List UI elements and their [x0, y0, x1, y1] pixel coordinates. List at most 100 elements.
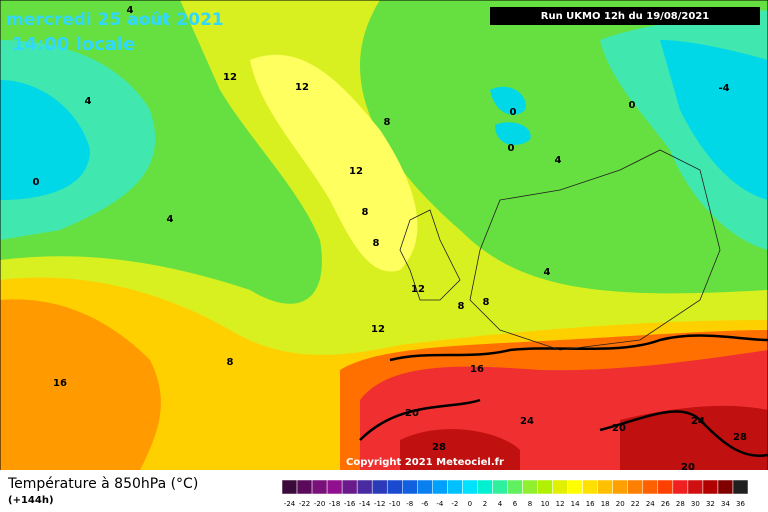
contour-labels: 4 12 12 4 8 0 0 0 -4 12 4 0 4 8 8 4 12 8 8 12 8 16 16 20 24 20 24 2… — [33, 5, 747, 473]
scale-label: 14 — [571, 500, 580, 508]
scale-swatch — [687, 479, 704, 495]
scale-label: -14 — [359, 500, 371, 508]
scale-label: -2 — [451, 500, 458, 508]
contour-label: 16 — [470, 364, 484, 375]
scale-label: -6 — [421, 500, 429, 508]
contour-label: 12 — [349, 166, 363, 177]
contour-label: 20 — [405, 408, 419, 419]
isotherm — [389, 334, 768, 362]
scale-label: -16 — [344, 500, 356, 508]
footer-lead: (+144h) — [8, 495, 54, 506]
contour-label: 4 — [127, 5, 134, 16]
scale-swatch — [567, 479, 583, 495]
contour-label: -4 — [718, 83, 729, 94]
scale-label: -24 — [284, 500, 296, 508]
scale-swatch — [447, 479, 463, 495]
cold-area — [660, 40, 768, 200]
contour-label: 12 — [371, 324, 385, 335]
scale-swatch — [492, 479, 508, 495]
map: Run UKMO 12h du 19/08/2021 mercredi 25 a… — [0, 0, 768, 470]
contour-label: 0 — [33, 177, 40, 188]
contour-label: 12 — [411, 284, 425, 295]
scale-swatch — [356, 479, 373, 495]
scale-label: -18 — [329, 500, 340, 508]
scale-swatch — [432, 479, 448, 495]
scale-label: 26 — [661, 500, 670, 508]
contour-label: 28 — [432, 442, 446, 453]
contour-label: 12 — [295, 82, 309, 93]
scale-label: 8 — [528, 500, 532, 508]
scale-label: -12 — [374, 500, 385, 508]
scale-label: 34 — [721, 500, 730, 508]
cold-area — [490, 86, 531, 145]
contour-label: 8 — [373, 238, 380, 249]
scale-swatch — [386, 479, 403, 495]
scale-label: -10 — [389, 500, 400, 508]
scale-label: 20 — [616, 500, 625, 508]
scale-swatch — [402, 479, 418, 495]
contour-label: 20 — [681, 462, 695, 473]
contour-label: 0 — [510, 107, 517, 118]
scale-swatch — [417, 479, 433, 495]
scale-label: -22 — [299, 500, 310, 508]
scale-swatch — [522, 479, 538, 495]
date-label: mercredi 25 août 2021 — [6, 10, 224, 30]
scale-swatch — [582, 479, 598, 495]
contour-label: 8 — [362, 207, 369, 218]
hot-area — [400, 405, 768, 470]
scale-label: 0 — [468, 500, 472, 508]
scale-swatch — [672, 479, 689, 495]
scale-label: 10 — [541, 500, 550, 508]
contour-label: 4 — [167, 214, 174, 225]
scale-swatch — [537, 479, 553, 495]
contour-label: 24 — [691, 416, 705, 427]
contour-label: 8 — [384, 117, 391, 128]
scale-swatch — [732, 479, 749, 495]
scale-label: 30 — [691, 500, 700, 508]
color-scale: -24 -22 -20 -18 -16 -14 -12 -10 -8 -6 -4 -2 0 2 4 6 8 10 1… — [281, 479, 749, 508]
contour-label: 4 — [555, 155, 562, 166]
scale-swatch — [326, 479, 343, 495]
scale-swatch — [281, 479, 298, 495]
contour-label: 24 — [520, 416, 534, 427]
scale-label: 16 — [586, 500, 595, 508]
contour-label: 0 — [629, 100, 636, 111]
scale-label: 18 — [601, 500, 610, 508]
scale-swatch — [507, 479, 523, 495]
contour-label: 8 — [227, 357, 234, 368]
scale-label: 6 — [513, 500, 518, 508]
warm-band — [0, 299, 161, 470]
scale-swatch — [717, 479, 734, 495]
warm-band — [250, 54, 418, 272]
coastline — [399, 149, 721, 351]
contour-label: 8 — [458, 301, 465, 312]
run-box — [490, 7, 760, 25]
isotherm — [359, 398, 768, 458]
scale-swatch — [552, 479, 568, 495]
scale-swatch — [612, 479, 628, 495]
contour-label: 0 — [508, 143, 515, 154]
scale-swatch — [296, 479, 313, 495]
scale-label: 4 — [498, 500, 503, 508]
contour-label: 16 — [53, 378, 67, 389]
scale-label: 28 — [676, 500, 685, 508]
scale-swatch — [597, 479, 613, 495]
contour-label: 4 — [85, 96, 92, 107]
contour-label: 8 — [483, 297, 490, 308]
scale-label: -8 — [406, 500, 413, 508]
scale-swatch — [371, 479, 388, 495]
scale-label: 2 — [483, 500, 487, 508]
scale-label: 24 — [646, 500, 655, 508]
run-label: Run UKMO 12h du 19/08/2021 — [541, 11, 710, 22]
copyright: Copyright 2021 Meteociel.fr — [346, 457, 504, 468]
scale-label: 12 — [556, 500, 565, 508]
contour-label: 4 — [544, 267, 551, 278]
scale-swatch — [477, 479, 493, 495]
scale-swatch — [462, 479, 478, 495]
time-label: 14:00 locale — [12, 34, 135, 55]
scale-swatch — [311, 479, 328, 495]
scale-swatch — [657, 479, 674, 495]
scale-swatch — [627, 479, 644, 495]
cold-area — [0, 80, 90, 200]
